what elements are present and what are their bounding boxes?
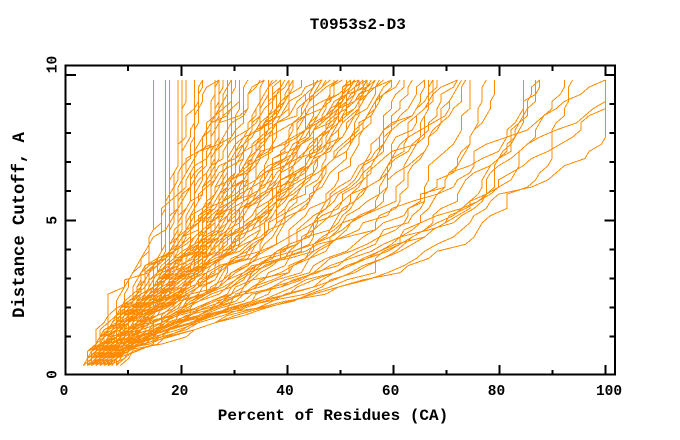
- svg-text:0: 0: [45, 370, 61, 379]
- svg-text:Percent of Residues (CA): Percent of Residues (CA): [218, 407, 448, 425]
- svg-text:60: 60: [382, 384, 399, 400]
- svg-text:0: 0: [60, 384, 69, 400]
- svg-text:40: 40: [276, 384, 293, 400]
- svg-text:10: 10: [45, 56, 61, 73]
- svg-text:100: 100: [596, 384, 622, 400]
- svg-text:T0953s2-D3: T0953s2-D3: [310, 16, 406, 34]
- svg-text:5: 5: [45, 216, 61, 225]
- svg-text:80: 80: [488, 384, 505, 400]
- svg-text:Distance Cutoff, A: Distance Cutoff, A: [11, 131, 30, 317]
- svg-text:20: 20: [171, 384, 188, 400]
